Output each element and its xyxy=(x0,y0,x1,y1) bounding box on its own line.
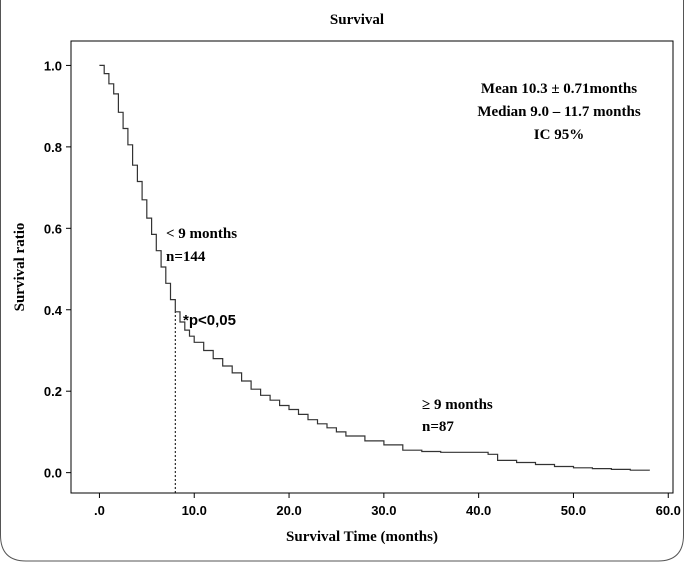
x-tick-label: 30.0 xyxy=(371,503,396,518)
y-tick-label: 0.8 xyxy=(44,140,62,155)
y-axis: 0.0 0.2 0.4 0.6 0.8 1.0 xyxy=(44,58,71,481)
stats-ci: IC 95% xyxy=(534,127,584,143)
plot-area xyxy=(70,40,674,494)
x-tick-label: 40.0 xyxy=(466,503,491,518)
survival-curve xyxy=(99,64,650,471)
y-tick-label: 1.0 xyxy=(44,58,62,73)
y-tick-label: 0.6 xyxy=(44,221,62,236)
y-tick-label: 0.4 xyxy=(44,303,63,318)
stats-median: Median 9.0 – 11.7 months xyxy=(477,104,641,120)
chart-title: Survival xyxy=(330,12,384,28)
x-axis-label: Survival Time (months) xyxy=(286,529,438,545)
x-tick-label: 10.0 xyxy=(182,503,207,518)
x-tick-label: 50.0 xyxy=(561,503,586,518)
group-low-n: n=144 xyxy=(166,249,206,265)
x-tick-label: .0 xyxy=(94,503,105,518)
group-high-label: ≥ 9 months xyxy=(422,397,493,413)
x-tick-label: 20.0 xyxy=(276,503,301,518)
y-tick-label: 0.2 xyxy=(44,384,62,399)
group-high-n: n=87 xyxy=(422,419,454,435)
stats-mean: Mean 10.3 ± 0.71months xyxy=(481,81,637,97)
y-tick-label: 0.0 xyxy=(44,466,62,481)
x-axis: .0 10.0 20.0 30.0 40.0 50.0 60.0 xyxy=(94,493,681,518)
x-tick-label: 60.0 xyxy=(656,503,681,518)
y-axis-label: Survival ratio xyxy=(12,223,28,312)
pvalue-label: *p<0,05 xyxy=(183,312,236,329)
group-low-label: < 9 months xyxy=(166,226,237,242)
